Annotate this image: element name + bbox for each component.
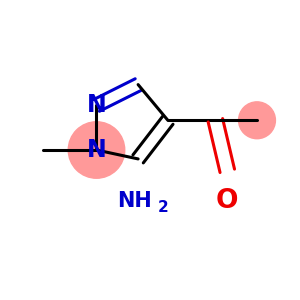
Text: N: N [87,138,106,162]
Text: N: N [87,93,106,117]
Circle shape [238,102,275,139]
Text: O: O [216,188,239,214]
Circle shape [68,122,125,178]
Text: NH: NH [117,190,152,211]
Text: 2: 2 [158,200,168,215]
